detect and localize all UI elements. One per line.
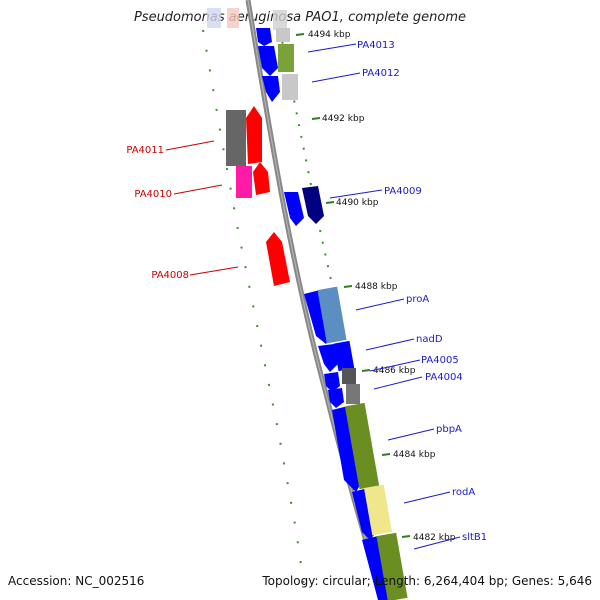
tick-label: 4486 kbp	[373, 366, 416, 376]
gene-nadD	[318, 344, 338, 372]
gene-label: PA4011	[126, 145, 164, 156]
gene-PA4012	[258, 46, 278, 76]
gene-label: pbpA	[436, 424, 462, 435]
gene-PA4009b	[302, 186, 324, 224]
gene-label: sltB1	[462, 532, 487, 543]
forward-genes	[256, 28, 408, 600]
gene-label: PA4004	[425, 372, 463, 383]
gene-PA4011	[246, 106, 262, 164]
gene-label: PA4009	[384, 186, 422, 197]
gene-pbpA-cds	[344, 402, 380, 490]
forward-gene-labels: PA4013 PA4012 PA4009 proA nadD PA4005 PA…	[307, 40, 487, 550]
accession-text: Accession: NC_002516	[8, 574, 145, 588]
gene-label: nadD	[416, 334, 443, 345]
faded-features	[207, 8, 287, 30]
gene-PA4012-cds	[278, 44, 294, 72]
gene-PA4010	[253, 162, 270, 195]
tick-label: 4494 kbp	[308, 30, 351, 40]
major-ticks: 4494 kbp 4492 kbp 4490 kbp 4488 kbp 4486…	[295, 30, 456, 543]
gene-PA4008	[266, 232, 290, 286]
tick-label: 4484 kbp	[393, 450, 436, 460]
gene-PA4013-cds	[276, 28, 290, 42]
gene-pbpA	[332, 406, 364, 492]
gene-PA4013	[256, 28, 272, 46]
gene-label: PA4005	[421, 355, 459, 366]
gene-sltB1-cds	[376, 532, 408, 600]
gene-PA4011-cds	[226, 110, 246, 166]
gene-proA-cds	[317, 286, 347, 344]
gene-PA4009	[284, 192, 304, 226]
tick-label: 4490 kbp	[336, 198, 379, 208]
gene-rodA-cds	[363, 484, 393, 536]
reverse-gene-labels: PA4011 PA4010 PA4008	[126, 140, 239, 281]
tick-label: 4488 kbp	[355, 282, 398, 292]
gene-sltB1	[362, 536, 392, 600]
gene-label: PA4012	[362, 68, 400, 79]
genome-info-text: Topology: circular; Length: 6,264,404 bp…	[262, 574, 592, 588]
gene-PA4004	[328, 388, 344, 408]
gene-label: proA	[406, 294, 429, 305]
reverse-genes	[226, 106, 290, 286]
minor-tick-track	[202, 29, 395, 600]
gene-PA4012b	[262, 76, 280, 102]
gene-PA4010-cds	[236, 166, 252, 198]
gene-label: PA4010	[134, 189, 172, 200]
tick-label: 4492 kbp	[322, 114, 365, 124]
gene-label: PA4013	[357, 40, 395, 51]
gene-label: rodA	[452, 487, 475, 498]
tick-label: 4482 kbp	[413, 533, 456, 543]
gene-PA4005	[324, 372, 340, 392]
gene-label: PA4008	[151, 270, 189, 281]
